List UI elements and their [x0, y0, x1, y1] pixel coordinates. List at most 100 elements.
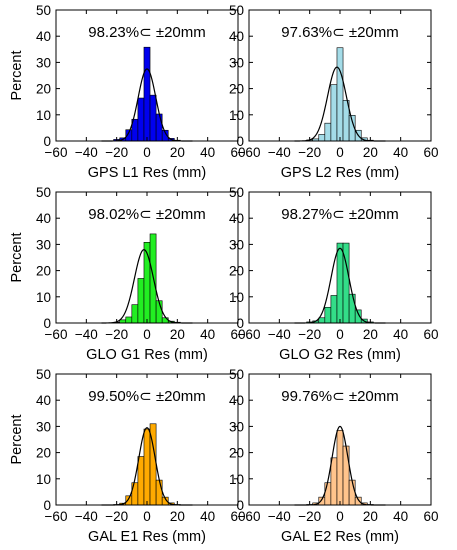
y-tick-label: 0	[43, 498, 51, 513]
x-tick-label: 60	[423, 327, 438, 342]
histogram-bar	[330, 84, 338, 142]
y-tick-label: 0	[43, 316, 51, 331]
y-tick-label: 30	[36, 419, 51, 434]
panel-1: −60 −40 −20 0 20 40 60 0 10 20 30 40 50 98.23%⊂ ±20mm…	[9, 3, 246, 181]
x-tick-label: 0	[143, 509, 151, 524]
histogram-bar	[137, 97, 145, 142]
histogram-bar	[354, 496, 362, 506]
y-tick-label: 30	[36, 55, 51, 70]
x-tick-label: −40	[268, 145, 291, 160]
x-tick-label: −20	[298, 509, 321, 524]
y-tick-label: 10	[36, 472, 51, 487]
x-tick-label: 20	[170, 327, 185, 342]
x-axis-label: GAL E1 Res (mm)	[88, 529, 206, 545]
y-tick-label: 20	[36, 82, 51, 97]
x-axis-label: GPS L1 Res (mm)	[88, 165, 206, 181]
x-tick-label: −40	[268, 327, 291, 342]
y-tick-label: 20	[36, 264, 51, 279]
x-tick-label: −20	[298, 145, 321, 160]
histogram-bar	[137, 456, 145, 506]
y-tick-label: 40	[229, 211, 244, 226]
x-tick-label: 0	[336, 327, 344, 342]
y-tick-label: 50	[229, 367, 244, 382]
percentage-annotation: 98.23%⊂ ±20mm	[88, 24, 206, 41]
y-tick-label: 20	[229, 82, 244, 97]
y-tick-label: 50	[36, 367, 51, 382]
x-tick-label: 0	[336, 509, 344, 524]
x-tick-label: 60	[230, 145, 245, 160]
y-tick-label: 10	[36, 290, 51, 305]
x-tick-label: −60	[45, 327, 68, 342]
histogram-bar	[125, 316, 133, 324]
x-tick-label: −40	[75, 327, 98, 342]
y-tick-label: 40	[229, 29, 244, 44]
x-tick-label: 20	[363, 145, 378, 160]
y-tick-label: 50	[36, 185, 51, 200]
x-tick-label: −60	[45, 145, 68, 160]
percentage-annotation: 97.63%⊂ ±20mm	[281, 24, 399, 41]
x-tick-label: 40	[393, 327, 408, 342]
percentage-annotation: 99.76%⊂ ±20mm	[281, 388, 399, 405]
x-tick-label: 20	[363, 509, 378, 524]
y-tick-label: 20	[36, 446, 51, 461]
y-tick-label: 30	[36, 237, 51, 252]
y-tick-label: 50	[36, 3, 51, 18]
x-tick-label: 20	[170, 509, 185, 524]
x-tick-label: 40	[393, 509, 408, 524]
histogram-bar	[324, 482, 332, 506]
y-tick-label: 10	[229, 108, 244, 123]
x-tick-label: −60	[238, 509, 261, 524]
x-axis-label: GAL E2 Res (mm)	[281, 529, 399, 545]
x-tick-label: −20	[298, 327, 321, 342]
percentage-annotation: 98.27%⊂ ±20mm	[281, 206, 399, 223]
x-tick-label: 40	[393, 145, 408, 160]
y-tick-label: 30	[229, 55, 244, 70]
y-axis-label: Percent	[9, 51, 25, 101]
y-axis-label: Percent	[9, 415, 25, 465]
x-tick-label: 60	[423, 509, 438, 524]
histogram-bar	[143, 428, 151, 506]
x-tick-label: 60	[423, 145, 438, 160]
x-tick-label: 40	[200, 509, 215, 524]
histogram-bar	[336, 242, 344, 324]
histogram-bar	[137, 278, 145, 324]
y-tick-label: 40	[36, 29, 51, 44]
x-tick-label: −20	[105, 145, 128, 160]
histogram-bar	[318, 134, 326, 142]
y-tick-label: 0	[236, 316, 244, 331]
x-tick-label: −60	[238, 327, 261, 342]
histogram-bar	[342, 445, 350, 506]
histogram-bar	[336, 47, 344, 142]
x-tick-label: −40	[75, 509, 98, 524]
x-tick-label: 20	[170, 145, 185, 160]
x-tick-label: 40	[200, 327, 215, 342]
histogram-bar	[131, 304, 139, 324]
x-tick-label: 40	[200, 145, 215, 160]
x-tick-label: −60	[238, 145, 261, 160]
y-tick-label: 10	[229, 472, 244, 487]
x-axis-label: GLO G1 Res (mm)	[86, 347, 208, 363]
x-tick-label: 60	[230, 509, 245, 524]
y-tick-label: 10	[229, 290, 244, 305]
y-tick-label: 40	[36, 211, 51, 226]
histogram-bar	[155, 113, 163, 142]
x-tick-label: 60	[230, 327, 245, 342]
y-tick-label: 0	[43, 134, 51, 149]
histogram-bar	[336, 430, 344, 506]
percentage-annotation: 99.50%⊂ ±20mm	[88, 388, 206, 405]
histogram-bar	[143, 46, 151, 142]
x-tick-label: 0	[143, 145, 151, 160]
histogram-bar	[318, 317, 326, 324]
y-tick-label: 30	[229, 237, 244, 252]
histogram-bar	[348, 293, 356, 324]
y-tick-label: 50	[229, 185, 244, 200]
histogram-bar	[149, 94, 157, 142]
x-tick-label: −60	[45, 509, 68, 524]
x-axis-label: GPS L2 Res (mm)	[281, 165, 399, 181]
x-tick-label: −40	[75, 145, 98, 160]
